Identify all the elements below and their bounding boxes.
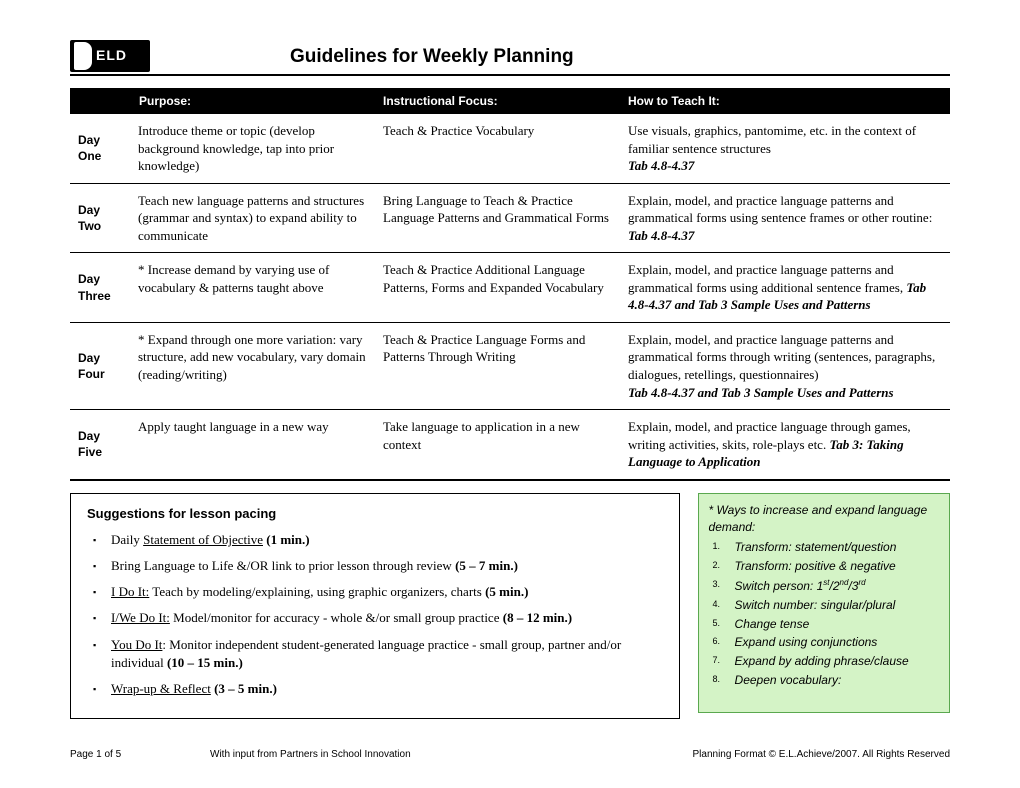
focus-cell: Teach & Practice Additional Language Pat… (375, 253, 620, 323)
purpose-cell: Apply taught language in a new way (130, 410, 375, 480)
footer-left: Page 1 of 5 (70, 749, 121, 760)
planning-table: Purpose: Instructional Focus: How to Tea… (70, 88, 950, 481)
col-how: How to Teach It: (620, 88, 950, 114)
purpose-cell: * Expand through one more variation: var… (130, 322, 375, 409)
day-label: Day Two (70, 183, 130, 253)
footer-mid: With input from Partners in School Innov… (210, 749, 411, 760)
footer: Page 1 of 5 With input from Partners in … (70, 749, 950, 760)
pacing-item: I/We Do It: Model/monitor for accuracy -… (111, 609, 663, 627)
how-cell: Explain, model, and practice language pa… (620, 183, 950, 253)
focus-cell: Bring Language to Teach & Practice Langu… (375, 183, 620, 253)
day-label: Day Five (70, 410, 130, 480)
expand-item: 5.Change tense (735, 616, 939, 633)
how-cell: Explain, model, and practice language pa… (620, 253, 950, 323)
purpose-cell: * Increase demand by varying use of voca… (130, 253, 375, 323)
pacing-item: Daily Statement of Objective (1 min.) (111, 531, 663, 549)
how-cell: Explain, model, and practice language pa… (620, 322, 950, 409)
focus-cell: Teach & Practice Language Forms and Patt… (375, 322, 620, 409)
expand-item: 3.Switch person: 1st/2nd/3rd (735, 577, 939, 595)
pacing-item: I Do It: Teach by modeling/explaining, u… (111, 583, 663, 601)
expand-item: 8.Deepen vocabulary: (735, 672, 939, 689)
footer-right: Planning Format © E.L.Achieve/2007. All … (693, 749, 951, 760)
purpose-cell: Introduce theme or topic (develop backgr… (130, 114, 375, 183)
expand-item: 7.Expand by adding phrase/clause (735, 653, 939, 670)
purpose-cell: Teach new language patterns and structur… (130, 183, 375, 253)
pacing-item: Bring Language to Life &/OR link to prio… (111, 557, 663, 575)
eld-logo (70, 40, 150, 72)
col-purpose: Purpose: (130, 88, 375, 114)
col-focus: Instructional Focus: (375, 88, 620, 114)
focus-cell: Take language to application in a new co… (375, 410, 620, 480)
pacing-item: You Do It: Monitor independent student-g… (111, 636, 663, 672)
expand-item: 4.Switch number: singular/plural (735, 597, 939, 614)
pacing-box: Suggestions for lesson pacing Daily Stat… (70, 493, 680, 719)
expand-box: * Ways to increase and expand language d… (698, 493, 950, 713)
how-cell: Explain, model, and practice language th… (620, 410, 950, 480)
expand-item: 2.Transform: positive & negative (735, 558, 939, 575)
how-cell: Use visuals, graphics, pantomime, etc. i… (620, 114, 950, 183)
col-blank (70, 88, 130, 114)
expand-title: * Ways to increase and expand language d… (709, 502, 939, 536)
day-label: Day One (70, 114, 130, 183)
expand-item: 6.Expand using conjunctions (735, 634, 939, 651)
day-label: Day Three (70, 253, 130, 323)
pacing-item: Wrap-up & Reflect (3 – 5 min.) (111, 680, 663, 698)
focus-cell: Teach & Practice Vocabulary (375, 114, 620, 183)
pacing-title: Suggestions for lesson pacing (87, 506, 663, 521)
page-title: Guidelines for Weekly Planning (290, 46, 574, 72)
header: Guidelines for Weekly Planning (70, 40, 950, 76)
expand-item: 1.Transform: statement/question (735, 539, 939, 556)
day-label: Day Four (70, 322, 130, 409)
